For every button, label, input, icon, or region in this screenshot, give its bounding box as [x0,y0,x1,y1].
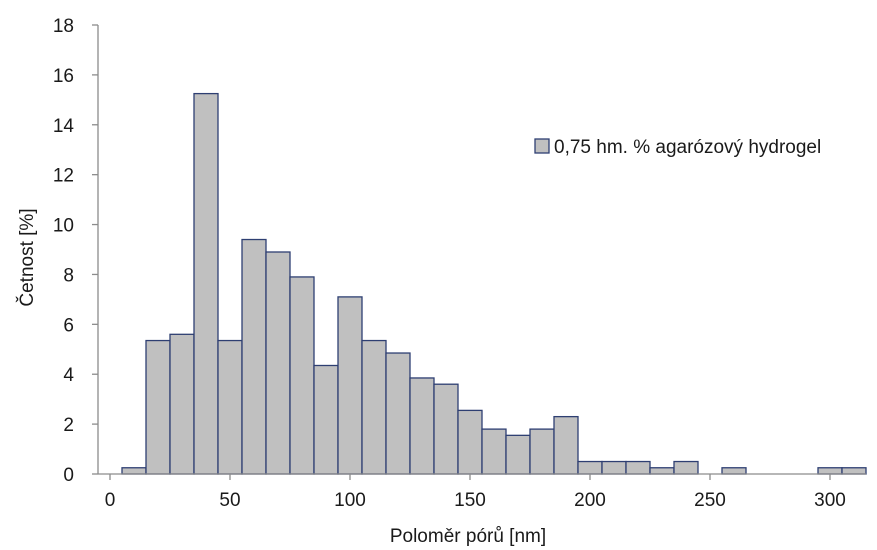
histogram-bar [721,467,747,475]
histogram-bar [169,333,195,475]
histogram-bar [673,460,699,475]
y-tick-label: 4 [63,365,74,386]
histogram-bar [601,460,627,475]
x-tick-label: 200 [574,490,606,511]
y-axis-ticks: 0 2 4 6 8 10 12 14 16 18 [53,16,98,486]
x-tick-label: 250 [694,490,726,511]
x-tick-label: 100 [334,490,366,511]
histogram-bar [121,467,147,475]
x-tick-label: 0 [105,490,116,511]
histogram-bar [577,460,603,475]
histogram-bar [361,339,387,475]
y-tick-label: 8 [63,265,74,286]
histogram-bar [625,460,651,475]
x-axis-ticks: 0 50 100 150 200 250 300 [105,474,846,511]
bars-group [121,92,867,475]
legend: 0,75 hm. % agarózový hydrogel [534,137,821,158]
histogram-bar [145,339,171,475]
histogram-bar [553,415,579,475]
histogram-bar [241,238,267,475]
histogram-bar [313,364,339,475]
y-tick-label: 10 [53,216,74,237]
histogram-bar [385,352,411,475]
legend-label: 0,75 hm. % agarózový hydrogel [554,137,821,158]
y-tick-label: 14 [53,116,75,137]
histogram-bar [841,467,867,475]
legend-swatch [534,138,550,154]
x-tick-label: 150 [454,490,486,511]
histogram-bar [457,409,483,475]
y-tick-label: 2 [63,415,74,436]
histogram-bar [817,467,843,475]
histogram-bar [481,428,507,475]
x-axis-title: Poloměr pórů [nm] [390,526,546,547]
y-tick-label: 0 [63,465,74,486]
histogram-bar [529,428,555,475]
y-tick-label: 6 [63,315,74,336]
histogram-bar [649,467,675,475]
x-tick-label: 300 [814,490,846,511]
histogram-bar [289,276,315,475]
y-tick-label: 18 [53,16,74,37]
histogram-bar [337,296,363,475]
histogram-bar [409,377,435,475]
x-tick-label: 50 [219,490,240,511]
histogram-bar [193,92,219,475]
y-tick-label: 12 [53,166,74,187]
histogram-bar [265,251,291,475]
histogram-bar [217,339,243,475]
histogram-bar [433,383,459,475]
y-axis-title: Četnost [%] [16,208,38,306]
histogram-bar [505,434,531,475]
y-tick-label: 16 [53,66,74,87]
